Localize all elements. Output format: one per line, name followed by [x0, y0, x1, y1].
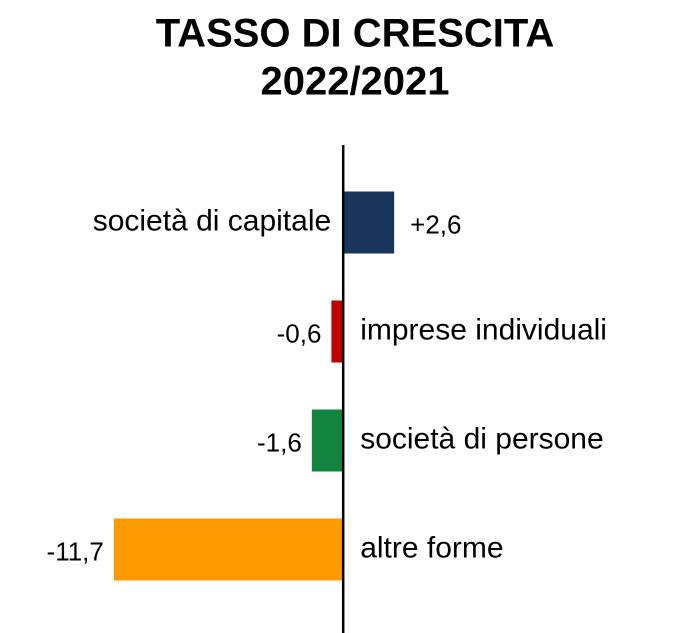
value-label: +2,6 [410, 209, 461, 239]
category-label: altre forme [360, 531, 503, 564]
bar [343, 191, 395, 254]
value-label: -11,7 [47, 536, 104, 566]
bar [331, 300, 344, 363]
value-label: -0,6 [277, 318, 322, 348]
chart-title: TASSO DI CRESCITA [156, 12, 555, 56]
category-label: imprese individuali [360, 313, 607, 346]
bar [311, 409, 344, 472]
chart-title: 2022/2021 [260, 60, 449, 104]
value-label: -1,6 [257, 427, 302, 457]
category-label: società di capitale [93, 204, 331, 237]
category-label: società di persone [360, 422, 604, 455]
bar [113, 518, 344, 581]
